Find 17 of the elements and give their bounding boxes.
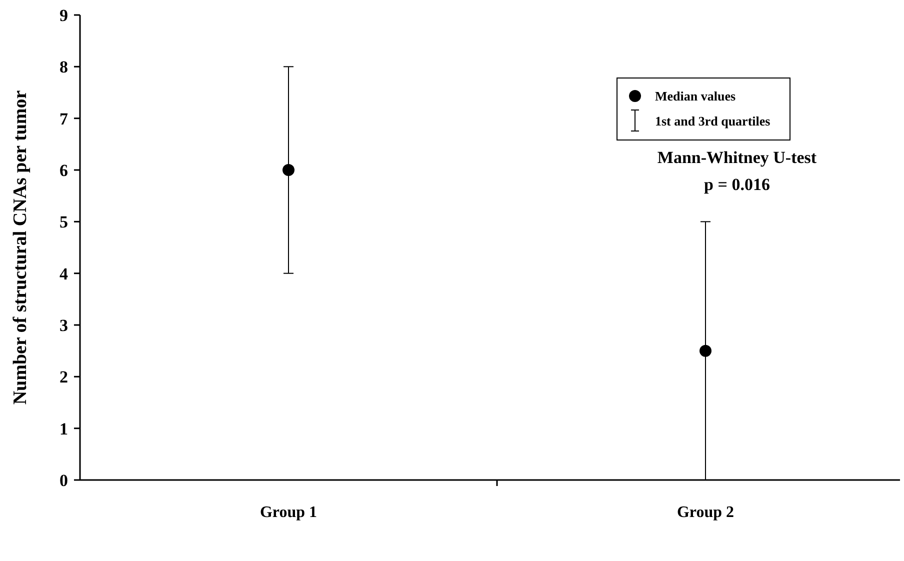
- y-tick-label: 6: [60, 160, 68, 180]
- y-tick-label: 8: [60, 58, 68, 77]
- annotation: p = 0.016: [704, 175, 770, 194]
- y-tick-label: 5: [60, 212, 68, 232]
- legend-label: Median values: [655, 88, 736, 104]
- x-tick-label: Group 2: [676, 504, 734, 521]
- y-tick-label: 7: [60, 109, 68, 128]
- annotation: 1st and 3rd quartiles: [655, 114, 770, 129]
- y-tick-label: 9: [60, 6, 68, 25]
- y-tick-label: 2: [60, 368, 68, 387]
- y-axis-title: Number of structural CNAs per tumor: [10, 90, 31, 405]
- y-tick-label: 1: [60, 419, 68, 438]
- x-tick-label: Group 1: [260, 504, 318, 521]
- y-tick-label: 4: [60, 264, 68, 284]
- y-tick-label: 0: [60, 470, 68, 490]
- annotation: Mann-Whitney U-test: [657, 148, 817, 167]
- y-tick-label: 3: [60, 316, 68, 335]
